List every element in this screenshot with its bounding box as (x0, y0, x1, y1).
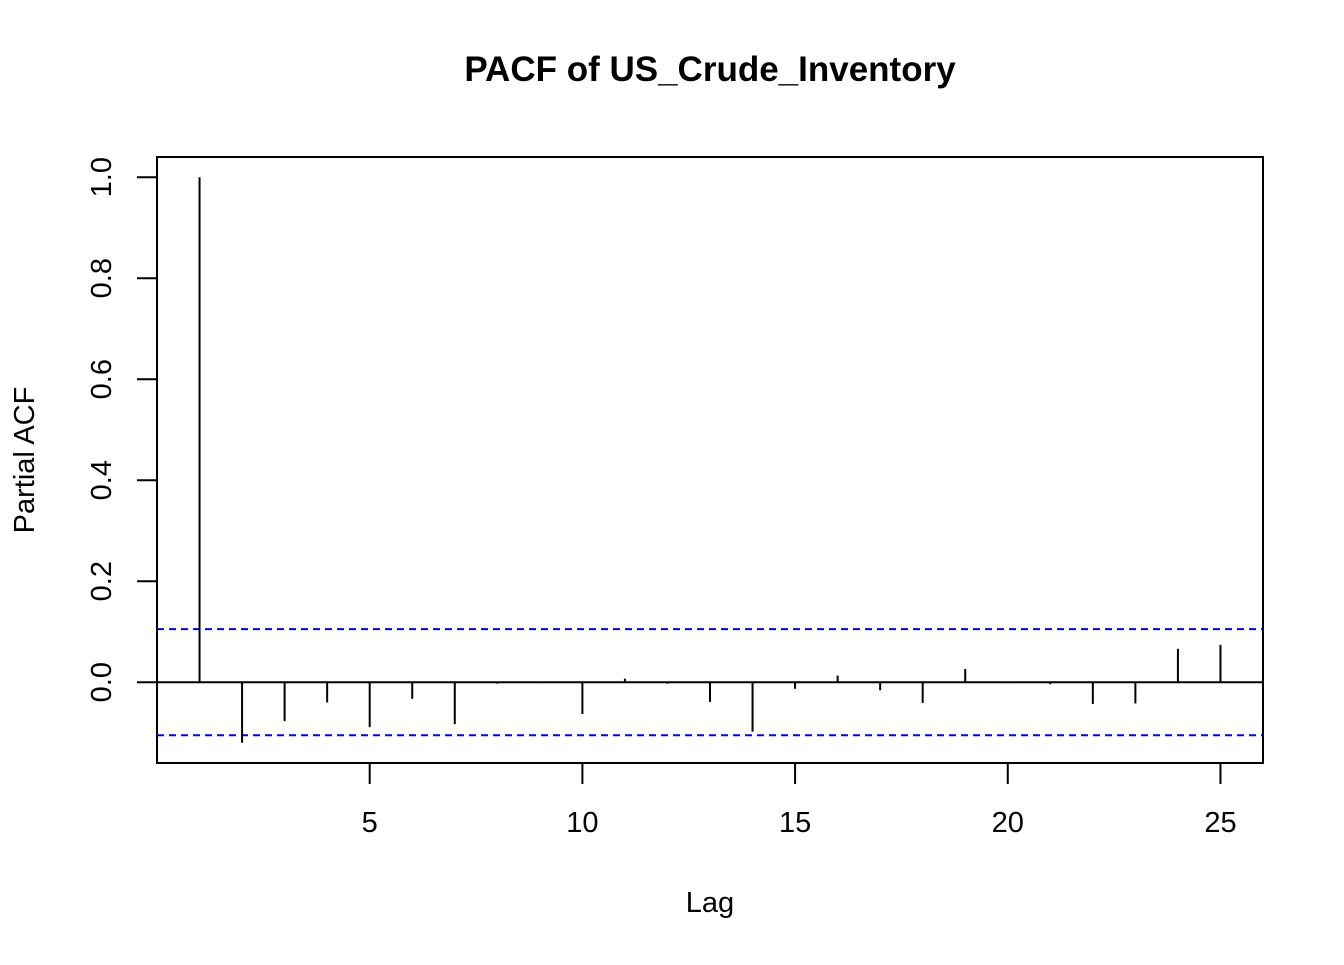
y-axis: 0.0 0.2 0.4 0.6 0.8 1.0 (86, 157, 158, 702)
y-tick-label: 0.8 (86, 258, 118, 298)
y-tick-label: 0.6 (86, 359, 118, 399)
plot-frame (156, 156, 1264, 764)
y-tick-label: 0.0 (86, 662, 118, 702)
x-axis: 5 10 15 20 25 (362, 762, 1237, 839)
x-tick-label: 5 (362, 807, 378, 839)
x-tick-label: 25 (1204, 807, 1236, 839)
x-tick-label: 15 (779, 807, 811, 839)
pacf-bars (198, 177, 1222, 743)
chart-title: PACF of US_Crude_Inventory (464, 50, 956, 89)
confidence-bounds (157, 628, 1263, 737)
y-tick-label: 0.4 (86, 460, 118, 500)
x-tick-label: 10 (566, 807, 598, 839)
x-tick-label: 20 (992, 807, 1024, 839)
y-tick-label: 1.0 (86, 157, 118, 197)
y-axis-label: Partial ACF (9, 387, 41, 534)
x-axis-label: Lag (686, 887, 734, 919)
y-tick-label: 0.2 (86, 561, 118, 601)
